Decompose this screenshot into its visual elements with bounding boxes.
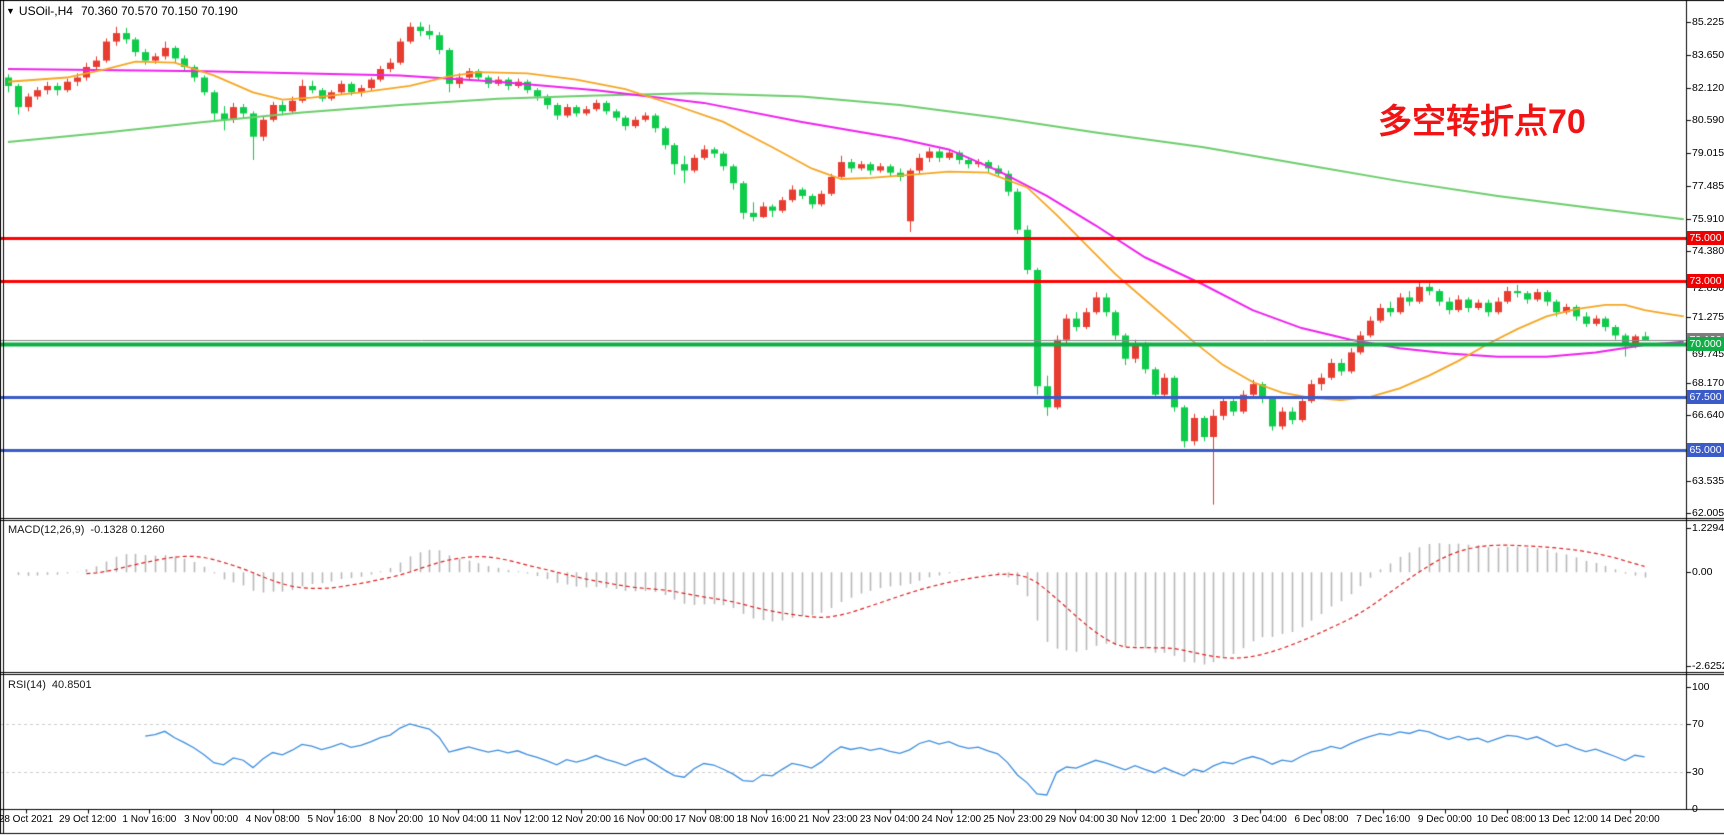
time-axis-label: 10 Dec 08:00	[1476, 814, 1537, 825]
price-axis-tick: 82.120	[1692, 81, 1724, 94]
symbol-dropdown-icon[interactable]: ▼	[6, 6, 15, 16]
macd-axis-tick: -2.6252	[1692, 660, 1724, 673]
time-axis-label: 25 Nov 23:00	[983, 814, 1043, 825]
time-axis-label: 12 Nov 20:00	[551, 814, 611, 825]
time-axis-label: 8 Nov 20:00	[369, 814, 424, 825]
time-axis-label: 13 Dec 12:00	[1538, 814, 1599, 825]
macd-axis-tick: 0.00	[1692, 566, 1713, 579]
rsi-axis-tick: 0	[1692, 803, 1698, 815]
time-axis-label: 9 Dec 00:00	[1417, 814, 1472, 825]
time-axis-label: 1 Nov 16:00	[122, 814, 177, 825]
time-axis-label: 3 Nov 00:00	[184, 814, 239, 825]
price-axis-tick: 74.380	[1692, 245, 1724, 258]
price-level-tag: 67.500	[1687, 389, 1724, 404]
rsi-indicator-label: RSI(14) 40.8501	[8, 679, 92, 691]
time-axis-label: 29 Nov 04:00	[1044, 814, 1105, 825]
time-axis-label: 23 Nov 04:00	[859, 814, 920, 825]
macd-indicator-label: MACD(12,26,9) -0.1328 0.1260	[8, 524, 164, 536]
price-axis-tick: 75.910	[1692, 212, 1724, 225]
time-axis-label: 5 Nov 16:00	[307, 814, 362, 825]
price-axis-tick: 79.015	[1692, 147, 1724, 160]
rsi-value: 40.8501	[51, 679, 92, 691]
price-axis-tick: 68.170	[1692, 376, 1724, 389]
rsi-name: RSI(14)	[8, 679, 46, 691]
time-axis-label: 29 Oct 12:00	[59, 814, 117, 825]
price-axis-tick: 66.640	[1692, 408, 1724, 421]
price-level-tag: 75.000	[1687, 231, 1724, 246]
price-level-tag: 65.000	[1687, 442, 1724, 457]
price-axis-tick: 63.535	[1692, 474, 1724, 487]
rsi-axis-tick: 30	[1692, 766, 1704, 779]
price-level-tag: 70.000	[1687, 336, 1724, 351]
time-axis-label: 18 Nov 16:00	[736, 814, 797, 825]
time-axis-label: 4 Nov 08:00	[245, 814, 300, 825]
rsi-axis-tick: 70	[1692, 717, 1704, 730]
price-axis-tick: 69.745	[1692, 348, 1724, 361]
price-axis-tick: 71.275	[1692, 310, 1724, 323]
price-axis-tick: 62.005	[1692, 507, 1724, 519]
price-axis-tick: 85.225	[1692, 16, 1724, 28]
annotation-text: 多空转折点70	[1378, 103, 1586, 141]
time-axis-label: 7 Dec 16:00	[1356, 814, 1411, 825]
time-axis-label: 17 Nov 08:00	[674, 814, 735, 825]
ohlc-readout: 70.360 70.570 70.150 70.190	[80, 4, 238, 18]
macd-axis-tick: 1.2294	[1692, 522, 1724, 535]
price-level-tag: 73.000	[1687, 273, 1724, 288]
time-axis-label: 21 Nov 23:00	[798, 814, 858, 825]
price-axis-tick: 77.485	[1692, 179, 1724, 192]
time-axis-label: 3 Dec 04:00	[1232, 814, 1287, 825]
time-axis-label: 10 Nov 04:00	[428, 814, 488, 825]
rsi-axis-tick: 100	[1692, 681, 1710, 693]
time-axis-label: 30 Nov 12:00	[1106, 814, 1167, 825]
time-axis-label: 1 Dec 20:00	[1171, 814, 1226, 825]
chart-title-bar: ▼ USOil-,H4 70.360 70.570 70.150 70.190	[6, 4, 238, 18]
time-axis-label: 11 Nov 12:00	[490, 814, 549, 825]
price-axis-tick: 83.650	[1692, 49, 1724, 62]
macd-values: -0.1328 0.1260	[90, 524, 165, 536]
symbol-period-label: USOil-,H4	[18, 4, 73, 18]
macd-name: MACD(12,26,9)	[8, 524, 85, 536]
panel-splitter-rsi[interactable]	[0, 670, 1724, 676]
panel-splitter-macd[interactable]	[0, 516, 1724, 522]
time-axis-label: 24 Nov 12:00	[921, 814, 982, 825]
time-axis-label: 14 Dec 20:00	[1600, 814, 1660, 825]
price-axis-tick: 80.590	[1692, 114, 1724, 126]
time-axis-label: 6 Dec 08:00	[1294, 814, 1349, 825]
time-axis-label: 16 Nov 00:00	[613, 814, 673, 825]
time-axis-label: 28 Oct 2021	[0, 814, 54, 825]
